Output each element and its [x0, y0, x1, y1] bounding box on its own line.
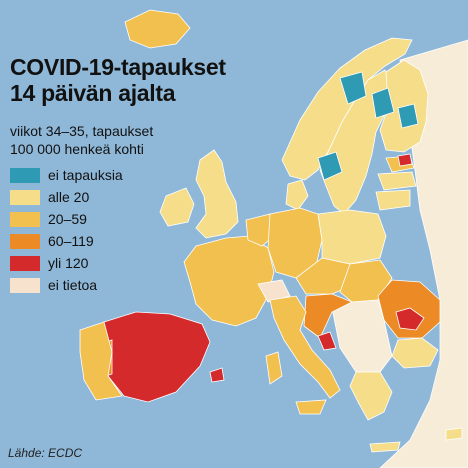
region-sicily [295, 399, 327, 415]
map-subtitle: viikot 34–35, tapaukset 100 000 henkeä k… [10, 122, 153, 158]
region-sardinia [265, 351, 283, 385]
legend-swatch [10, 233, 40, 249]
region-italy [269, 295, 341, 399]
legend-swatch [10, 167, 40, 183]
region-portugal [79, 321, 123, 401]
region-no-cases-finland [397, 103, 419, 129]
region-no-cases-south-sweden [317, 151, 343, 181]
legend-item-over-120: yli 120 [10, 252, 123, 274]
region-latvia [377, 171, 417, 191]
region-cyprus [445, 427, 463, 441]
legend: ei tapauksia alle 20 20–59 60–119 yli 12… [10, 164, 123, 296]
region-ireland [159, 187, 195, 227]
title-line-2: 14 päivän ajalta [10, 80, 176, 106]
legend-item-20-59: 20–59 [10, 208, 123, 230]
legend-label: yli 120 [48, 255, 89, 271]
region-switzerland [257, 279, 291, 303]
legend-label: ei tapauksia [48, 167, 123, 183]
legend-item-no-data: ei tietoa [10, 274, 123, 296]
region-crete [369, 441, 401, 453]
legend-swatch [10, 255, 40, 271]
region-greece [349, 371, 393, 421]
source-credit: Lähde: ECDC [8, 446, 83, 460]
region-lithuania [375, 189, 411, 211]
region-denmark [285, 179, 309, 211]
legend-swatch [10, 277, 40, 293]
region-norway [281, 37, 413, 181]
legend-item-60-119: 60–119 [10, 230, 123, 252]
region-estonia-hotspot [397, 153, 413, 167]
eastern-non-eu-land [379, 39, 468, 468]
region-finland [379, 59, 429, 153]
legend-item-under-20: alle 20 [10, 186, 123, 208]
region-no-cases-sweden [371, 87, 395, 119]
map-title: COVID-19-tapaukset 14 päivän ajalta [10, 54, 226, 106]
region-iceland [124, 9, 191, 49]
subtitle-line-2: 100 000 henkeä kohti [10, 141, 144, 157]
legend-label: 60–119 [48, 233, 94, 249]
legend-swatch [10, 189, 40, 205]
region-spain [103, 311, 211, 403]
region-croatia [303, 293, 353, 339]
region-balearic [209, 367, 225, 383]
legend-item-no-cases: ei tapauksia [10, 164, 123, 186]
legend-swatch [10, 211, 40, 227]
legend-label: 20–59 [48, 211, 87, 227]
region-balkans-non-eu [331, 299, 393, 373]
region-great-britain [195, 149, 239, 239]
region-bulgaria [391, 337, 439, 369]
legend-label: ei tietoa [48, 277, 98, 293]
region-croatia-coast-hotspot [317, 331, 337, 351]
region-france [183, 235, 275, 327]
region-poland [317, 209, 387, 265]
title-line-1: COVID-19-tapaukset [10, 54, 226, 80]
legend-label: alle 20 [48, 189, 90, 205]
subtitle-line-1: viikot 34–35, tapaukset [10, 123, 154, 139]
region-no-cases-norway [339, 71, 367, 105]
region-romania-hotspot [395, 307, 425, 331]
